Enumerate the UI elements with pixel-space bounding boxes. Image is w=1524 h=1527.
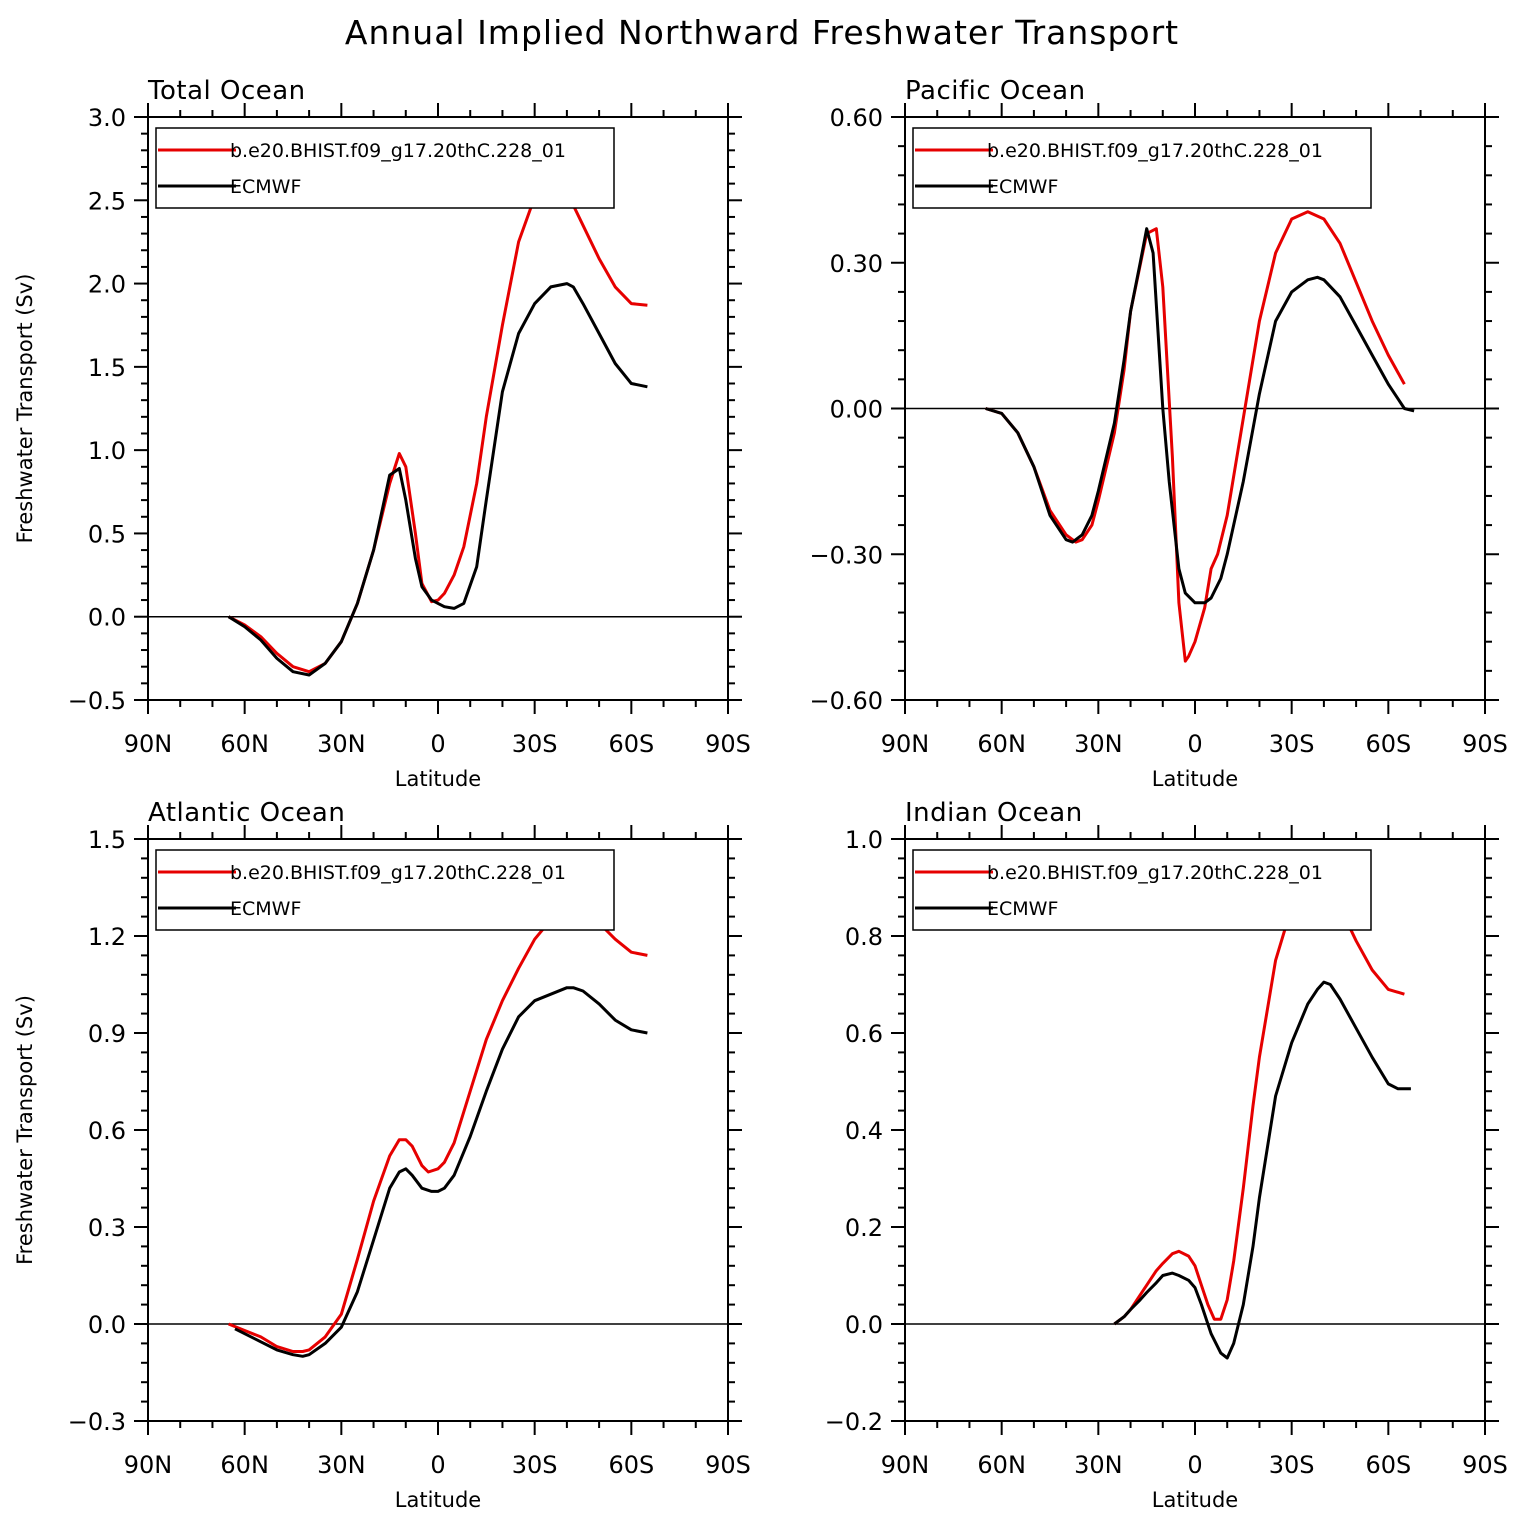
legend-label: ECMWF bbox=[987, 176, 1058, 198]
y-tick-label: −0.30 bbox=[809, 541, 883, 569]
y-tick-label: −0.3 bbox=[68, 1408, 126, 1436]
y-tick-label: 0.60 bbox=[830, 104, 883, 132]
x-tick-label: 90S bbox=[705, 730, 751, 758]
legend-box bbox=[912, 849, 1372, 931]
y-tick-label: 0.4 bbox=[845, 1117, 883, 1145]
x-tick-label: 30S bbox=[512, 730, 558, 758]
x-tick-label: 90N bbox=[881, 730, 930, 758]
x-tick-label: 90S bbox=[1462, 1451, 1508, 1479]
panel-title: Total Ocean bbox=[147, 76, 306, 106]
y-tick-label: −0.2 bbox=[825, 1408, 883, 1436]
x-tick-label: 90N bbox=[124, 1451, 173, 1479]
x-tick-label: 90N bbox=[124, 730, 173, 758]
x-tick-label: 90S bbox=[1462, 730, 1508, 758]
x-tick-label: 60N bbox=[220, 1451, 269, 1479]
x-tick-label: 30S bbox=[1269, 1451, 1315, 1479]
legend-label: b.e20.BHIST.f09_g17.20thC.228_01 bbox=[987, 140, 1323, 162]
series-line-ecmwf bbox=[1113, 980, 1411, 1360]
series-line-model bbox=[228, 902, 648, 1353]
series-line-model bbox=[985, 210, 1406, 663]
y-tick-label: 0.9 bbox=[88, 1020, 126, 1048]
x-tick-label: 90N bbox=[881, 1451, 930, 1479]
legend-box bbox=[912, 127, 1372, 209]
y-tick-label: 1.5 bbox=[88, 354, 126, 382]
series-line-model bbox=[227, 178, 648, 674]
y-tick-label: −0.60 bbox=[809, 687, 883, 715]
x-tick-label: 60S bbox=[608, 730, 654, 758]
legend-box bbox=[155, 127, 615, 209]
y-tick-label: 1.5 bbox=[88, 826, 126, 854]
panel-pacific-ocean: Pacific Ocean 90N 60N 30N 0 30S 60S 90S −0.60 −0.… bbox=[809, 76, 1507, 791]
x-axis-label: Latitude bbox=[1152, 767, 1238, 791]
y-tick-label: 0.0 bbox=[88, 1311, 126, 1339]
y-tick-label: 0.0 bbox=[88, 604, 126, 632]
x-tick-label: 60S bbox=[608, 1451, 654, 1479]
y-tick-label: 1.0 bbox=[845, 826, 883, 854]
x-tick-label: 30S bbox=[1269, 730, 1315, 758]
x-tick-label: 0 bbox=[1187, 730, 1202, 758]
x-tick-label: 30N bbox=[317, 730, 366, 758]
series-line-ecmwf bbox=[985, 227, 1415, 605]
x-tick-label: 0 bbox=[1187, 1451, 1202, 1479]
legend-label: ECMWF bbox=[230, 176, 301, 198]
legend-label: b.e20.BHIST.f09_g17.20thC.228_01 bbox=[987, 862, 1323, 884]
legend-label: ECMWF bbox=[230, 898, 301, 920]
y-tick-label: 1.0 bbox=[88, 437, 126, 465]
x-axis-label: Latitude bbox=[395, 1488, 481, 1512]
x-tick-label: 60N bbox=[977, 730, 1026, 758]
legend-box bbox=[155, 849, 615, 931]
y-tick-label: 0.8 bbox=[845, 923, 883, 951]
x-tick-label: 60N bbox=[220, 730, 269, 758]
panel-indian-ocean: Indian Ocean 90N 60N 30N 0 30S 60S 90S −0.2 0.0 0.… bbox=[825, 798, 1508, 1512]
series-line-ecmwf bbox=[234, 986, 648, 1358]
x-tick-label: 30N bbox=[317, 1451, 366, 1479]
legend: b.e20.BHIST.f09_g17.20thC.228_01 ECMWF bbox=[912, 849, 1372, 931]
y-tick-label: 0.0 bbox=[845, 1311, 883, 1339]
legend: b.e20.BHIST.f09_g17.20thC.228_01 ECMWF bbox=[155, 127, 615, 209]
legend-label: b.e20.BHIST.f09_g17.20thC.228_01 bbox=[230, 140, 566, 162]
x-tick-label: 60S bbox=[1365, 1451, 1411, 1479]
y-tick-label: 0.2 bbox=[845, 1214, 883, 1242]
x-axis-label: Latitude bbox=[395, 767, 481, 791]
y-tick-label: 0.30 bbox=[830, 250, 883, 278]
legend-label: b.e20.BHIST.f09_g17.20thC.228_01 bbox=[230, 862, 566, 884]
y-tick-label: 1.2 bbox=[88, 923, 126, 951]
series-line-model bbox=[1113, 876, 1405, 1326]
y-axis-label: Freshwater Transport (Sv) bbox=[13, 995, 37, 1265]
series-line-ecmwf bbox=[227, 282, 648, 677]
y-tick-label: 3.0 bbox=[88, 104, 126, 132]
figure-title: Annual Implied Northward Freshwater Tran… bbox=[345, 13, 1179, 52]
y-tick-label: 2.0 bbox=[88, 271, 126, 299]
x-tick-label: 30N bbox=[1074, 1451, 1123, 1479]
panel-total-ocean: Total Ocean 90N 60N 30N 0 30S 60S 90S −0.5 0.0 0.5… bbox=[13, 76, 751, 791]
x-tick-label: 30N bbox=[1074, 730, 1123, 758]
y-tick-label: 0.5 bbox=[88, 520, 126, 548]
x-tick-label: 60S bbox=[1365, 730, 1411, 758]
y-tick-label: 0.6 bbox=[845, 1020, 883, 1048]
y-tick-label: 0.3 bbox=[88, 1214, 126, 1242]
x-tick-label: 60N bbox=[977, 1451, 1026, 1479]
legend-label: ECMWF bbox=[987, 898, 1058, 920]
panel-title: Pacific Ocean bbox=[905, 76, 1086, 106]
x-axis-label: Latitude bbox=[1152, 1488, 1238, 1512]
y-tick-label: 2.5 bbox=[88, 187, 126, 215]
panel-atlantic-ocean: Atlantic Ocean 90N 60N 30N 0 30S 60S 90S −0.3 0.0… bbox=[13, 798, 751, 1512]
y-tick-label: −0.5 bbox=[68, 687, 126, 715]
x-tick-label: 0 bbox=[430, 1451, 445, 1479]
x-tick-label: 30S bbox=[512, 1451, 558, 1479]
legend: b.e20.BHIST.f09_g17.20thC.228_01 ECMWF bbox=[912, 127, 1372, 209]
legend: b.e20.BHIST.f09_g17.20thC.228_01 ECMWF bbox=[155, 849, 615, 931]
x-tick-label: 90S bbox=[705, 1451, 751, 1479]
y-axis-label: Freshwater Transport (Sv) bbox=[13, 274, 37, 544]
panel-title: Atlantic Ocean bbox=[148, 798, 345, 828]
y-tick-label: 0.6 bbox=[88, 1117, 126, 1145]
y-tick-label: 0.00 bbox=[830, 396, 883, 424]
x-tick-label: 0 bbox=[430, 730, 445, 758]
panel-title: Indian Ocean bbox=[905, 798, 1083, 828]
